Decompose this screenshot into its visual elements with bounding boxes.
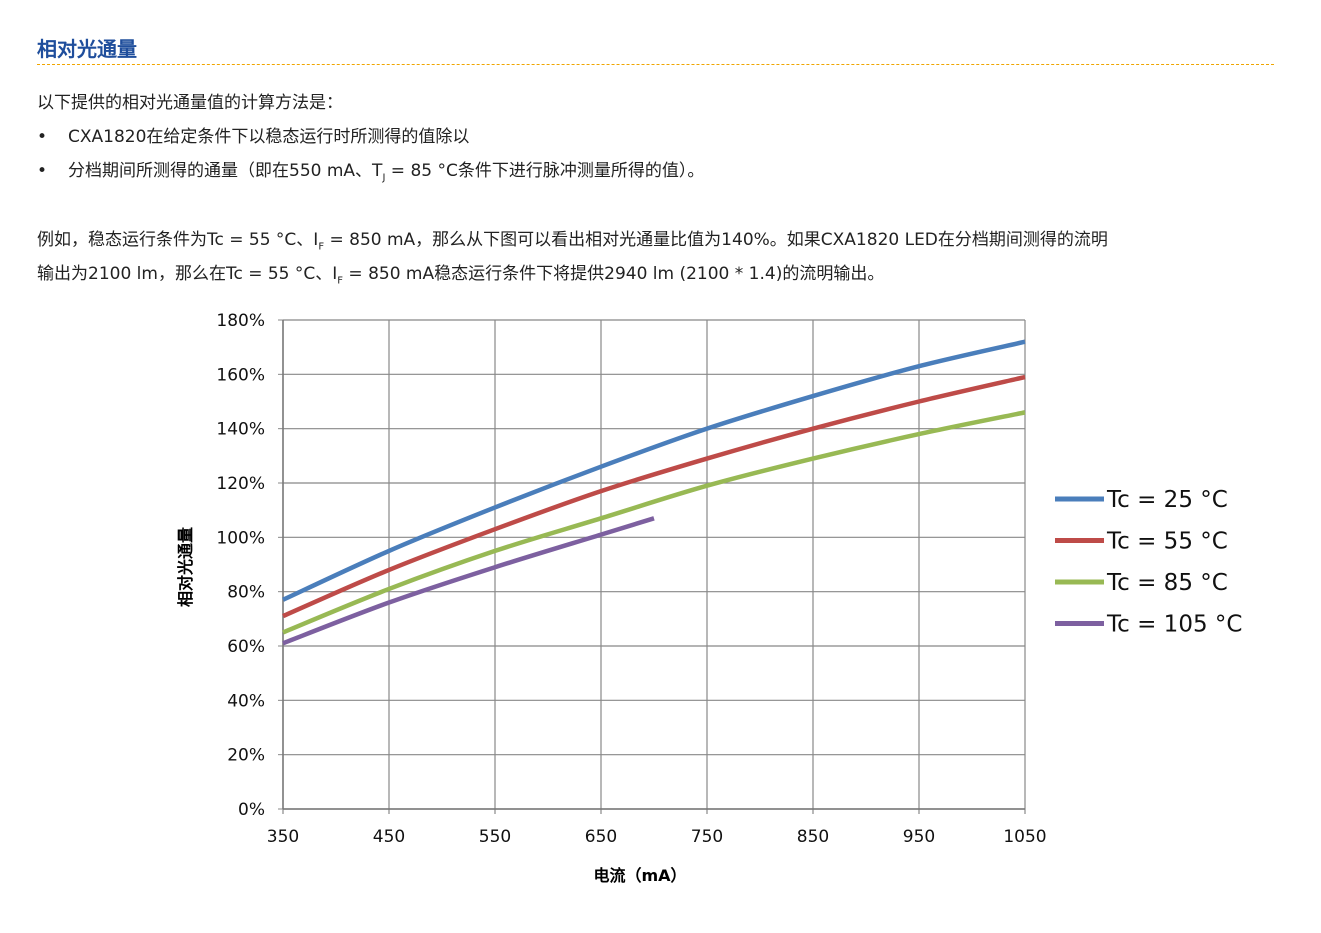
x-tick-label: 550 — [479, 827, 511, 847]
section-title: 相对光通量 — [37, 37, 137, 61]
y-tick-label: 0% — [238, 800, 265, 820]
text: = 850 mA稳态运行条件下将提供2940 lm (2100 * 1.4)的流… — [343, 264, 885, 284]
series-line-0 — [282, 339, 1026, 602]
x-axis-label: 电流（mA） — [593, 866, 686, 885]
x-tick-label: 850 — [797, 827, 829, 847]
y-tick-label: 140% — [216, 420, 265, 440]
text: 输出为2100 lm，那么在Tc = 55 °C、I — [37, 264, 338, 284]
y-tick-label: 20% — [227, 746, 265, 766]
legend-label: Tc = 105 °C — [1106, 612, 1242, 638]
legend-label: Tc = 55 °C — [1106, 529, 1228, 555]
bullet-text: CXA1820在给定条件下以稳态运行时所测得的值除以 — [68, 127, 470, 147]
subscript: F — [337, 275, 344, 287]
bullet-item-1: • CXA1820在给定条件下以稳态运行时所测得的值除以 — [37, 127, 470, 147]
x-tick-label: 650 — [585, 827, 617, 847]
example-line-2: 输出为2100 lm，那么在Tc = 55 °C、IF = 850 mA稳态运行… — [37, 259, 884, 286]
y-axis-label: 相对光通量 — [176, 527, 195, 607]
bullet-text: = 85 °C条件下进行脉冲测量所得的值）。 — [385, 161, 705, 181]
x-tick-label: 950 — [903, 827, 935, 847]
legend-label: Tc = 25 °C — [1106, 487, 1228, 513]
x-tick-label: 450 — [373, 827, 405, 847]
bullet-item-2: • 分档期间所测得的通量（即在550 mA、TJ = 85 °C条件下进行脉冲测量… — [37, 161, 705, 184]
y-tick-label: 40% — [227, 691, 265, 711]
bullet-text: 分档期间所测得的通量（即在550 mA、T — [68, 161, 383, 181]
subscript: J — [382, 172, 386, 184]
y-tick-label: 60% — [227, 637, 265, 657]
dashed-divider — [37, 64, 1274, 65]
y-tick-label: 160% — [216, 365, 265, 385]
series-line-1 — [282, 374, 1026, 619]
intro-text: 以下提供的相对光通量值的计算方法是： — [37, 93, 343, 113]
subscript: F — [318, 241, 325, 253]
x-tick-label: 350 — [267, 827, 299, 847]
x-tick-label: 1050 — [1003, 827, 1046, 847]
example-line-1: 例如，稳态运行条件为Tc = 55 °C、IF = 850 mA，那么从下图可以… — [37, 225, 1108, 252]
x-tick-label: 750 — [691, 827, 723, 847]
text: 例如，稳态运行条件为Tc = 55 °C、I — [37, 230, 319, 250]
y-tick-label: 80% — [227, 583, 265, 603]
y-tick-label: 100% — [216, 528, 265, 548]
series-line-3 — [282, 516, 655, 646]
legend-label: Tc = 85 °C — [1106, 570, 1228, 596]
text: = 850 mA，那么从下图可以看出相对光通量比值为140%。如果CXA1820… — [324, 230, 1108, 250]
series-line-2 — [282, 410, 1026, 635]
y-tick-label: 120% — [216, 474, 265, 494]
y-tick-label: 180% — [216, 311, 265, 331]
